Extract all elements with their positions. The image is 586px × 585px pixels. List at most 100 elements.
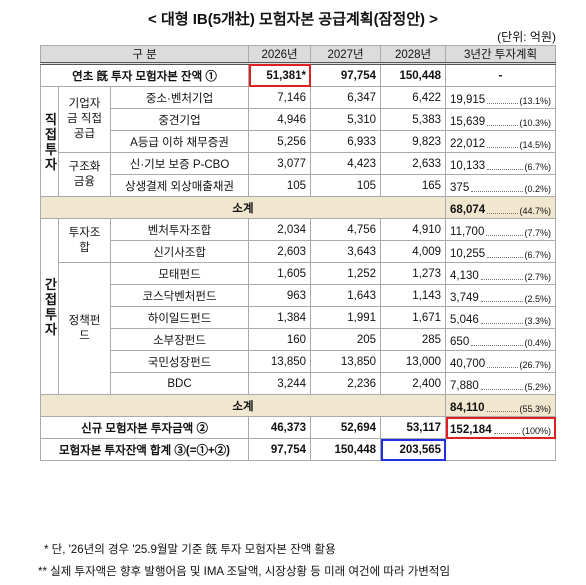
total-cell: 4,130 (2.7%) — [445, 262, 557, 285]
total-cell: 10,255 (6.7%) — [445, 240, 557, 263]
empty-cell — [445, 438, 557, 461]
value: 1,671 — [380, 306, 447, 329]
value: 2,034 — [248, 218, 312, 241]
item-name: 소부장펀드 — [109, 328, 250, 351]
value: 1,605 — [248, 262, 312, 285]
value: 2,400 — [380, 372, 447, 395]
value: 53,117 — [380, 416, 447, 439]
item-name: 중견기업 — [109, 108, 250, 131]
value: 5,383 — [380, 108, 447, 131]
value: 2,603 — [248, 240, 312, 263]
subtotal-label: 소계 — [39, 394, 447, 417]
row: 신규 모험자본 투자금액 ② 46,373 52,694 53,117 152,184 (… — [39, 416, 557, 439]
total-cell: 40,700 (26.7%) — [445, 350, 557, 373]
total: 7,880 — [450, 380, 479, 392]
value: 7,146 — [248, 86, 312, 109]
row: 상생결제 외상매출채권 105 105 165 375 (0.2%) — [41, 174, 557, 197]
item-name: BDC — [109, 372, 250, 395]
row: 구조화 금융 신·기보 보증 P-CBO 3,077 4,423 2,633 10,133… — [41, 152, 557, 197]
total-cell: 84,110 (55.3%) — [445, 394, 557, 417]
value: 165 — [380, 174, 447, 197]
value: 2,236 — [310, 372, 382, 395]
share: (10.3%) — [519, 118, 552, 128]
value: 3,244 — [248, 372, 312, 395]
item-name: 모태펀드 — [109, 262, 250, 285]
group-label: 구조화 금융 — [58, 152, 111, 197]
row: 연초 旣 투자 모험자본 잔액 ① 51,381* 97,754 150,448- — [39, 63, 557, 87]
share: (55.3%) — [519, 404, 552, 414]
share: (7.7%) — [524, 228, 552, 238]
value: 4,756 — [310, 218, 382, 241]
value: 5,310 — [310, 108, 382, 131]
value: 1,384 — [248, 306, 312, 329]
row: 직접투자 기업자금 직접공급 중소·벤처기업 7,146 6,347 6,422 19,91… — [40, 86, 557, 197]
share: (0.2%) — [524, 184, 552, 194]
total: 3,749 — [450, 292, 479, 304]
share: (2.7%) — [524, 272, 552, 282]
share: (3.3%) — [524, 316, 552, 326]
share: (0.4%) — [524, 338, 552, 348]
value: 1,252 — [310, 262, 382, 285]
value: 4,423 — [310, 152, 382, 175]
item-name: 국민성장펀드 — [109, 350, 250, 373]
value: 105 — [248, 174, 312, 197]
total-cell: 15,639 (10.3%) — [445, 108, 557, 131]
value: 1,643 — [310, 284, 382, 307]
total-cell: 10,133 (6.7%) — [445, 152, 557, 175]
item-name: 벤처투자조합 — [109, 218, 250, 241]
total: - — [445, 63, 557, 87]
header-cell: 3년간 투자계획 — [445, 45, 557, 65]
total: 11,700 — [450, 226, 485, 238]
share: (2.5%) — [524, 294, 552, 304]
share: (14.5%) — [519, 140, 552, 150]
row: 하이일드펀드 1,384 1,991 1,671 5,046 (3.3%) — [41, 306, 557, 329]
title: < 대형 IB(5개社) 모험자본 공급계획(잠정안) > — [148, 11, 438, 28]
total: 22,012 — [450, 138, 486, 150]
total-cell: 3,749 (2.5%) — [445, 284, 557, 307]
item-name: 코스닥벤처펀드 — [109, 284, 250, 307]
value: 1,273 — [380, 262, 447, 285]
row: 소계 68,074 (44.7%) — [39, 196, 557, 219]
value: 160 — [248, 328, 312, 351]
value: 4,946 — [248, 108, 312, 131]
row: A등급 이하 채무증권 5,256 6,933 9,823 22,012 (14.5%) — [41, 130, 557, 153]
item-name: 신기사조합 — [109, 240, 250, 263]
total: 10,133 — [450, 160, 486, 172]
value: 51,381* — [248, 63, 312, 87]
value: 6,347 — [310, 86, 382, 109]
row: 소부장펀드 160 205 285 650 (0.4%) — [41, 328, 557, 351]
total: 68,074 — [450, 204, 486, 216]
header-cell: 구 분 — [39, 45, 250, 65]
note: * 단, '26년의 경우 '25.9월말 기준 旣 투자 모험자본 잔액 활용 — [44, 544, 336, 556]
total: 4,130 — [450, 270, 479, 282]
value: 150,448 — [310, 438, 382, 461]
total: 152,184 — [450, 424, 492, 436]
row-label: 연초 旣 투자 모험자본 잔액 ① — [39, 63, 250, 87]
total-cell: 5,046 (3.3%) — [445, 306, 557, 329]
row: BDC 3,244 2,236 2,400 7,880 (5.2%) — [41, 372, 557, 395]
share: (6.7%) — [524, 162, 552, 172]
share: (13.1%) — [519, 96, 552, 106]
total: 15,639 — [450, 116, 486, 128]
share: (26.7%) — [519, 360, 552, 370]
row: 구 분 2026년 2027년 2028년 3년간 투자계획 — [39, 45, 557, 65]
share: (6.7%) — [524, 250, 552, 260]
value: 13,850 — [248, 350, 312, 373]
value: 963 — [248, 284, 312, 307]
value: 4,910 — [380, 218, 447, 241]
item-name: A등급 이하 채무증권 — [109, 130, 250, 153]
total: 10,255 — [450, 248, 486, 260]
value: 1,991 — [310, 306, 382, 329]
total: 650 — [450, 336, 470, 348]
value: 13,000 — [380, 350, 447, 373]
value: 97,754 — [248, 438, 312, 461]
item-name: 하이일드펀드 — [109, 306, 250, 329]
total-cell: 22,012 (14.5%) — [445, 130, 557, 153]
total: 19,915 — [450, 94, 486, 106]
row: 간접투자 투자조합 벤처투자조합 2,034 4,756 4,910 11,700 (7.7%… — [40, 218, 557, 395]
share: (44.7%) — [519, 206, 552, 216]
subtotal-label: 소계 — [39, 196, 447, 219]
share: (5.2%) — [524, 382, 552, 392]
group-label: 투자조합 — [58, 218, 111, 263]
